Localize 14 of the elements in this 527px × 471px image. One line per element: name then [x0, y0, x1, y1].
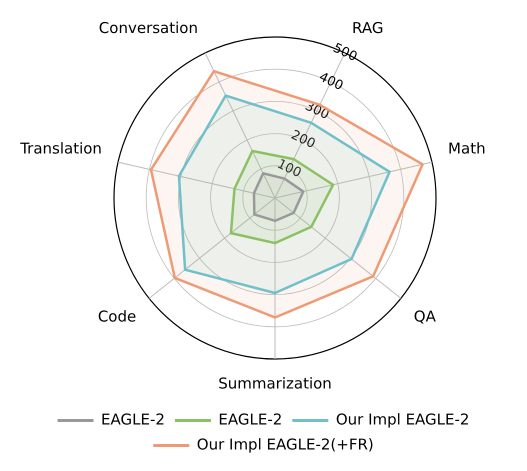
spoke-label: Conversation	[98, 18, 198, 37]
y-tick-label: 400	[316, 70, 346, 94]
y-tick-label: 200	[288, 128, 318, 152]
spoke-label: QA	[414, 308, 437, 326]
legend-label: Our Impl EAGLE-2	[336, 410, 470, 428]
spoke-label: Summarization	[218, 374, 332, 392]
spoke-label: Code	[98, 308, 136, 326]
legend-label: EAGLE-2	[101, 410, 165, 428]
spoke-label: RAG	[352, 18, 384, 37]
spoke-label: Translation	[19, 139, 102, 158]
legend-label: EAGLE-2	[218, 410, 282, 428]
spoke-label: Math	[448, 139, 486, 158]
legend-label: Our Impl EAGLE-2(+FR)	[196, 435, 374, 454]
y-tick-label: 100	[274, 156, 304, 182]
